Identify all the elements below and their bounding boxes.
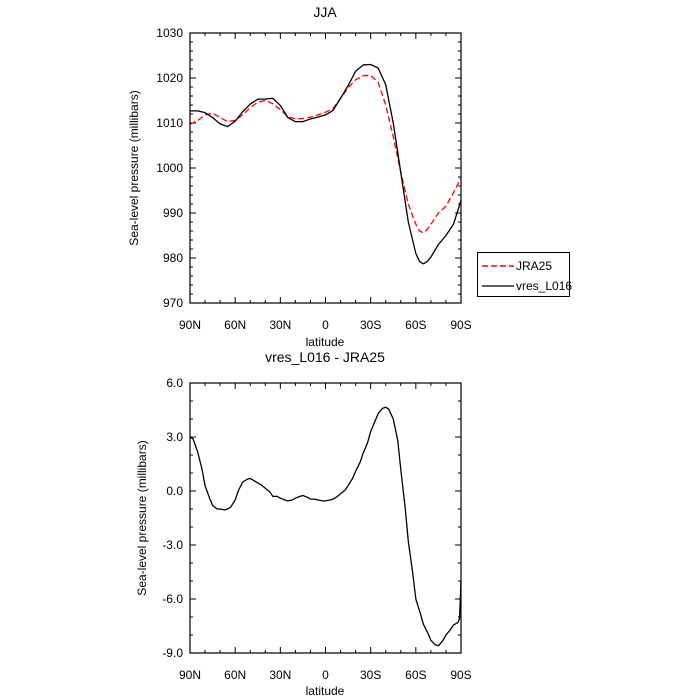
x-tick-label: 30S	[360, 668, 381, 682]
legend-label: vres_L016	[516, 279, 573, 293]
y-tick-label: 3.0	[166, 430, 183, 444]
x-tick-label: 60S	[405, 668, 426, 682]
y-tick-label: 1000	[156, 161, 183, 175]
x-tick-label: 60N	[224, 318, 246, 332]
legend-swatch-solid-black	[482, 285, 514, 287]
chart-title: vres_L016 - JRA25	[265, 349, 385, 365]
y-tick-label: 6.0	[166, 376, 183, 390]
panel-jja: JJA latitude Sea-level pressure (milliba…	[127, 4, 472, 349]
y-tick-label: 1010	[156, 116, 183, 130]
x-tick-label: 30N	[269, 318, 291, 332]
series-line-vres-l016	[190, 63, 462, 265]
legend-label: JRA25	[516, 259, 553, 273]
y-axis-label: Sea-level pressure (millibars)	[127, 90, 141, 245]
chart-title: JJA	[313, 4, 337, 20]
plot-frame	[189, 382, 462, 654]
x-tick-label: 60N	[224, 668, 246, 682]
x-tick-label: 60S	[405, 318, 426, 332]
x-tick-label: 90N	[179, 668, 201, 682]
x-tick-label: 90S	[450, 318, 471, 332]
x-axis-label: latitude	[306, 335, 345, 349]
panel-difference: vres_L016 - JRA25 latitude Sea-level pre…	[135, 349, 472, 698]
legend-item-vres: vres_L016	[482, 278, 572, 294]
series-line-jra25	[189, 74, 462, 234]
legend-item-jra25: JRA25	[482, 258, 552, 274]
legend: JRA25 vres_L016	[477, 252, 572, 297]
y-tick-label: 1020	[156, 71, 183, 85]
x-tick-label: 30S	[360, 318, 381, 332]
y-tick-label: -9.0	[162, 646, 183, 660]
y-tick-label: -6.0	[162, 592, 183, 606]
y-tick-label: 1030	[156, 26, 183, 40]
x-tick-label: 90N	[179, 318, 201, 332]
plot-frame	[189, 32, 462, 304]
series-line-vres-l016-jra25	[189, 406, 462, 647]
y-tick-label: 980	[163, 251, 183, 265]
y-tick-label: -3.0	[162, 538, 183, 552]
legend-swatch-dashed-red	[482, 265, 514, 267]
y-tick-label: 970	[163, 296, 183, 310]
y-tick-label: 0.0	[166, 484, 183, 498]
x-axis-label: latitude	[306, 684, 345, 698]
x-tick-label: 30N	[269, 668, 291, 682]
x-tick-label: 0	[322, 668, 329, 682]
x-tick-label: 0	[322, 318, 329, 332]
y-axis-label: Sea-level pressure (millibars)	[135, 440, 149, 595]
y-tick-label: 990	[163, 206, 183, 220]
x-tick-label: 90S	[450, 668, 471, 682]
